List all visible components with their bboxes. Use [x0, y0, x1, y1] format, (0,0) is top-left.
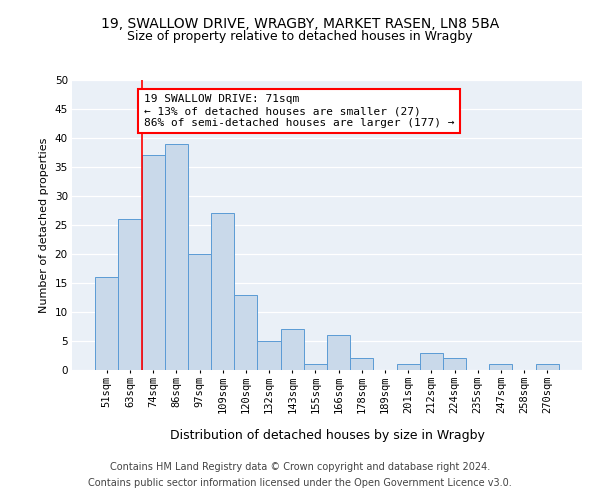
Text: 19 SWALLOW DRIVE: 71sqm
← 13% of detached houses are smaller (27)
86% of semi-de: 19 SWALLOW DRIVE: 71sqm ← 13% of detache… — [144, 94, 454, 128]
Bar — [257, 341, 281, 370]
Bar — [165, 144, 188, 370]
Text: Distribution of detached houses by size in Wragby: Distribution of detached houses by size … — [170, 430, 484, 442]
Bar — [327, 335, 350, 370]
Bar — [188, 254, 211, 370]
Bar — [304, 364, 327, 370]
Text: 19, SWALLOW DRIVE, WRAGBY, MARKET RASEN, LN8 5BA: 19, SWALLOW DRIVE, WRAGBY, MARKET RASEN,… — [101, 18, 499, 32]
Bar — [443, 358, 466, 370]
Bar — [536, 364, 559, 370]
Bar — [489, 364, 512, 370]
Bar — [350, 358, 373, 370]
Bar — [397, 364, 420, 370]
Bar — [211, 214, 234, 370]
Bar — [142, 156, 165, 370]
Bar — [95, 277, 118, 370]
Y-axis label: Number of detached properties: Number of detached properties — [39, 138, 49, 312]
Bar — [118, 219, 142, 370]
Text: Contains HM Land Registry data © Crown copyright and database right 2024.: Contains HM Land Registry data © Crown c… — [110, 462, 490, 472]
Bar — [234, 294, 257, 370]
Text: Contains public sector information licensed under the Open Government Licence v3: Contains public sector information licen… — [88, 478, 512, 488]
Bar — [281, 330, 304, 370]
Text: Size of property relative to detached houses in Wragby: Size of property relative to detached ho… — [127, 30, 473, 43]
Bar — [420, 352, 443, 370]
